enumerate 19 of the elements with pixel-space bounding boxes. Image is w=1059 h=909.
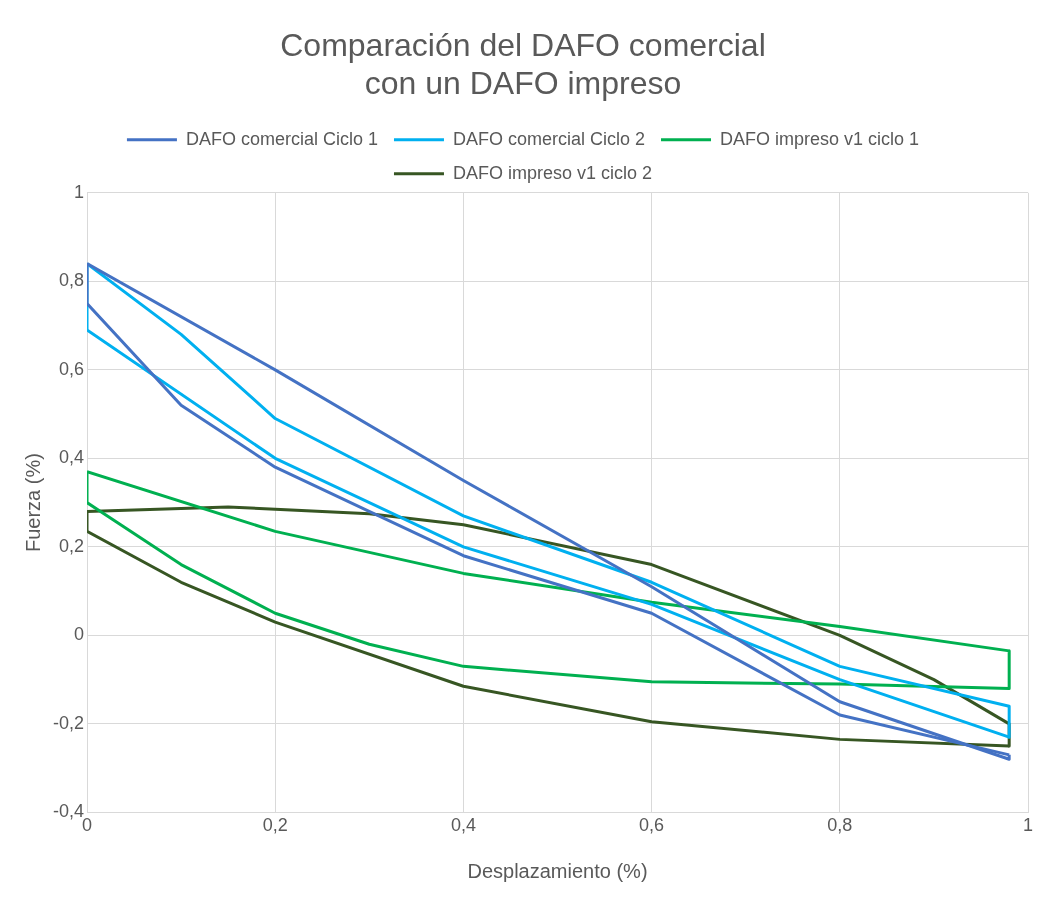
y-tick-label: 0,2 <box>58 535 85 556</box>
x-tick-label: 0,2 <box>262 815 288 836</box>
y-tick-label: 0,8 <box>58 270 85 291</box>
x-tick-label: 0,6 <box>639 815 665 836</box>
y-axis-title: Fuerza (%) <box>21 453 44 553</box>
y-tick-label: -0,2 <box>52 712 85 733</box>
legend-label: DAFO comercial Ciclo 2 <box>452 128 646 149</box>
y-tick-label: 0 <box>74 624 85 645</box>
x-tick-label: 1 <box>1022 815 1034 836</box>
y-tick-label: 1 <box>74 181 85 202</box>
x-axis-title: Desplazamiento (%) <box>467 859 648 882</box>
legend-label: DAFO impreso v1 ciclo 2 <box>452 162 653 183</box>
legend-label: DAFO impreso v1 ciclo 1 <box>720 128 920 149</box>
legend-label: DAFO comercial Ciclo 1 <box>185 128 378 149</box>
x-tick-label: 0,4 <box>450 815 476 836</box>
chart-title: Comparación del DAFO comercial con un DAFO impreso <box>280 27 766 102</box>
y-tick-label: 0,4 <box>58 447 85 468</box>
y-tick-label: 0,6 <box>58 358 85 379</box>
x-tick-label: 0,8 <box>827 815 853 836</box>
